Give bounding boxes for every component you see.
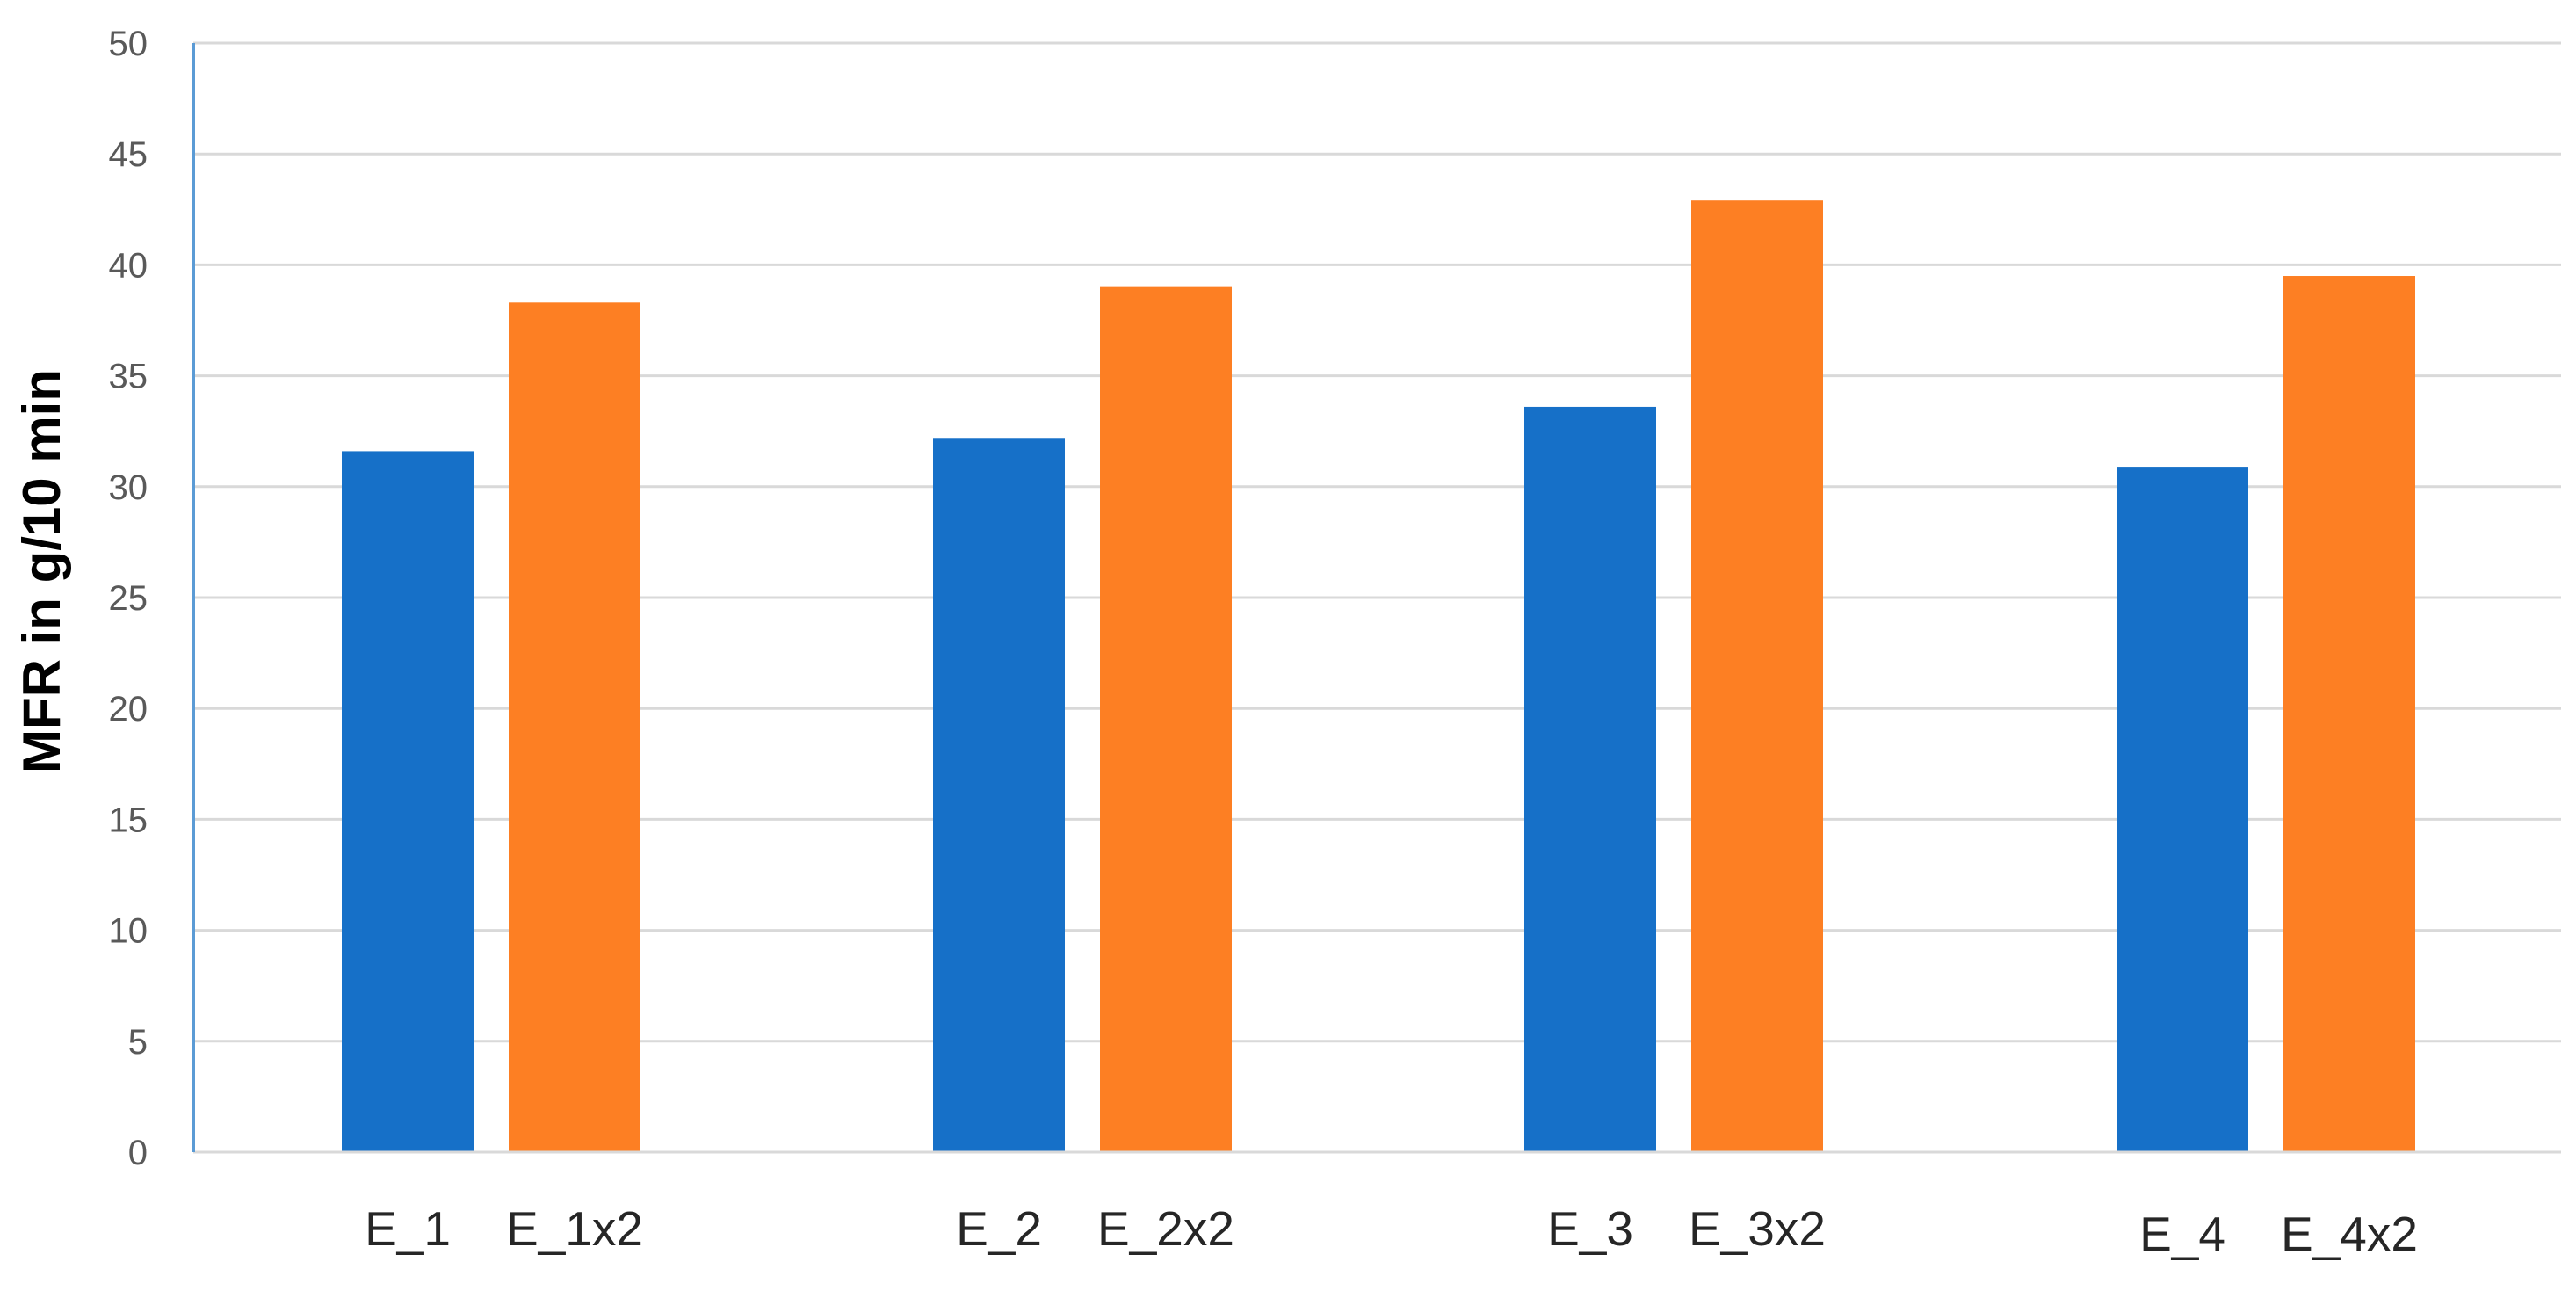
bar-e-4 bbox=[2117, 467, 2248, 1152]
x-category-label: E_2 bbox=[956, 1201, 1042, 1256]
y-tick-label: 30 bbox=[109, 468, 148, 507]
x-category-label: E_3 bbox=[1547, 1201, 1633, 1256]
x-category-label: E_1 bbox=[365, 1201, 451, 1256]
y-tick-label: 50 bbox=[109, 25, 148, 63]
y-tick-label: 10 bbox=[109, 912, 148, 951]
x-category-label: E_3x2 bbox=[1689, 1201, 1826, 1256]
bar-e-3 bbox=[1524, 406, 1656, 1152]
labels: 0 5 10 15 20 25 30 35 40 45 50 E_1 E_1x2 E_2 E_2x2 E_3 E… bbox=[109, 25, 2418, 1261]
y-axis-title: MFR in g/10 min bbox=[12, 369, 71, 773]
bar-e-2 bbox=[933, 438, 1065, 1153]
y-tick-label: 35 bbox=[109, 358, 148, 396]
bars bbox=[342, 200, 2415, 1153]
y-tick-label: 40 bbox=[109, 246, 148, 285]
x-category-label: E_2x2 bbox=[1097, 1201, 1234, 1256]
bar-e-1 bbox=[342, 451, 474, 1152]
x-category-label: E_4x2 bbox=[2281, 1207, 2418, 1261]
y-tick-label: 20 bbox=[109, 690, 148, 729]
bar-e-4x2 bbox=[2283, 276, 2415, 1152]
bar-e-3x2 bbox=[1691, 200, 1823, 1153]
x-category-label: E_1x2 bbox=[506, 1201, 643, 1256]
x-category-label: E_4 bbox=[2139, 1207, 2225, 1261]
bar-e-2x2 bbox=[1100, 286, 1232, 1152]
bar-e-1x2 bbox=[509, 302, 640, 1153]
y-tick-label: 5 bbox=[128, 1023, 148, 1062]
axes bbox=[192, 43, 2561, 1154]
y-tick-label: 25 bbox=[109, 579, 148, 618]
y-tick-label: 0 bbox=[128, 1134, 148, 1172]
y-tick-label: 45 bbox=[109, 135, 148, 174]
y-tick-label: 15 bbox=[109, 801, 148, 839]
